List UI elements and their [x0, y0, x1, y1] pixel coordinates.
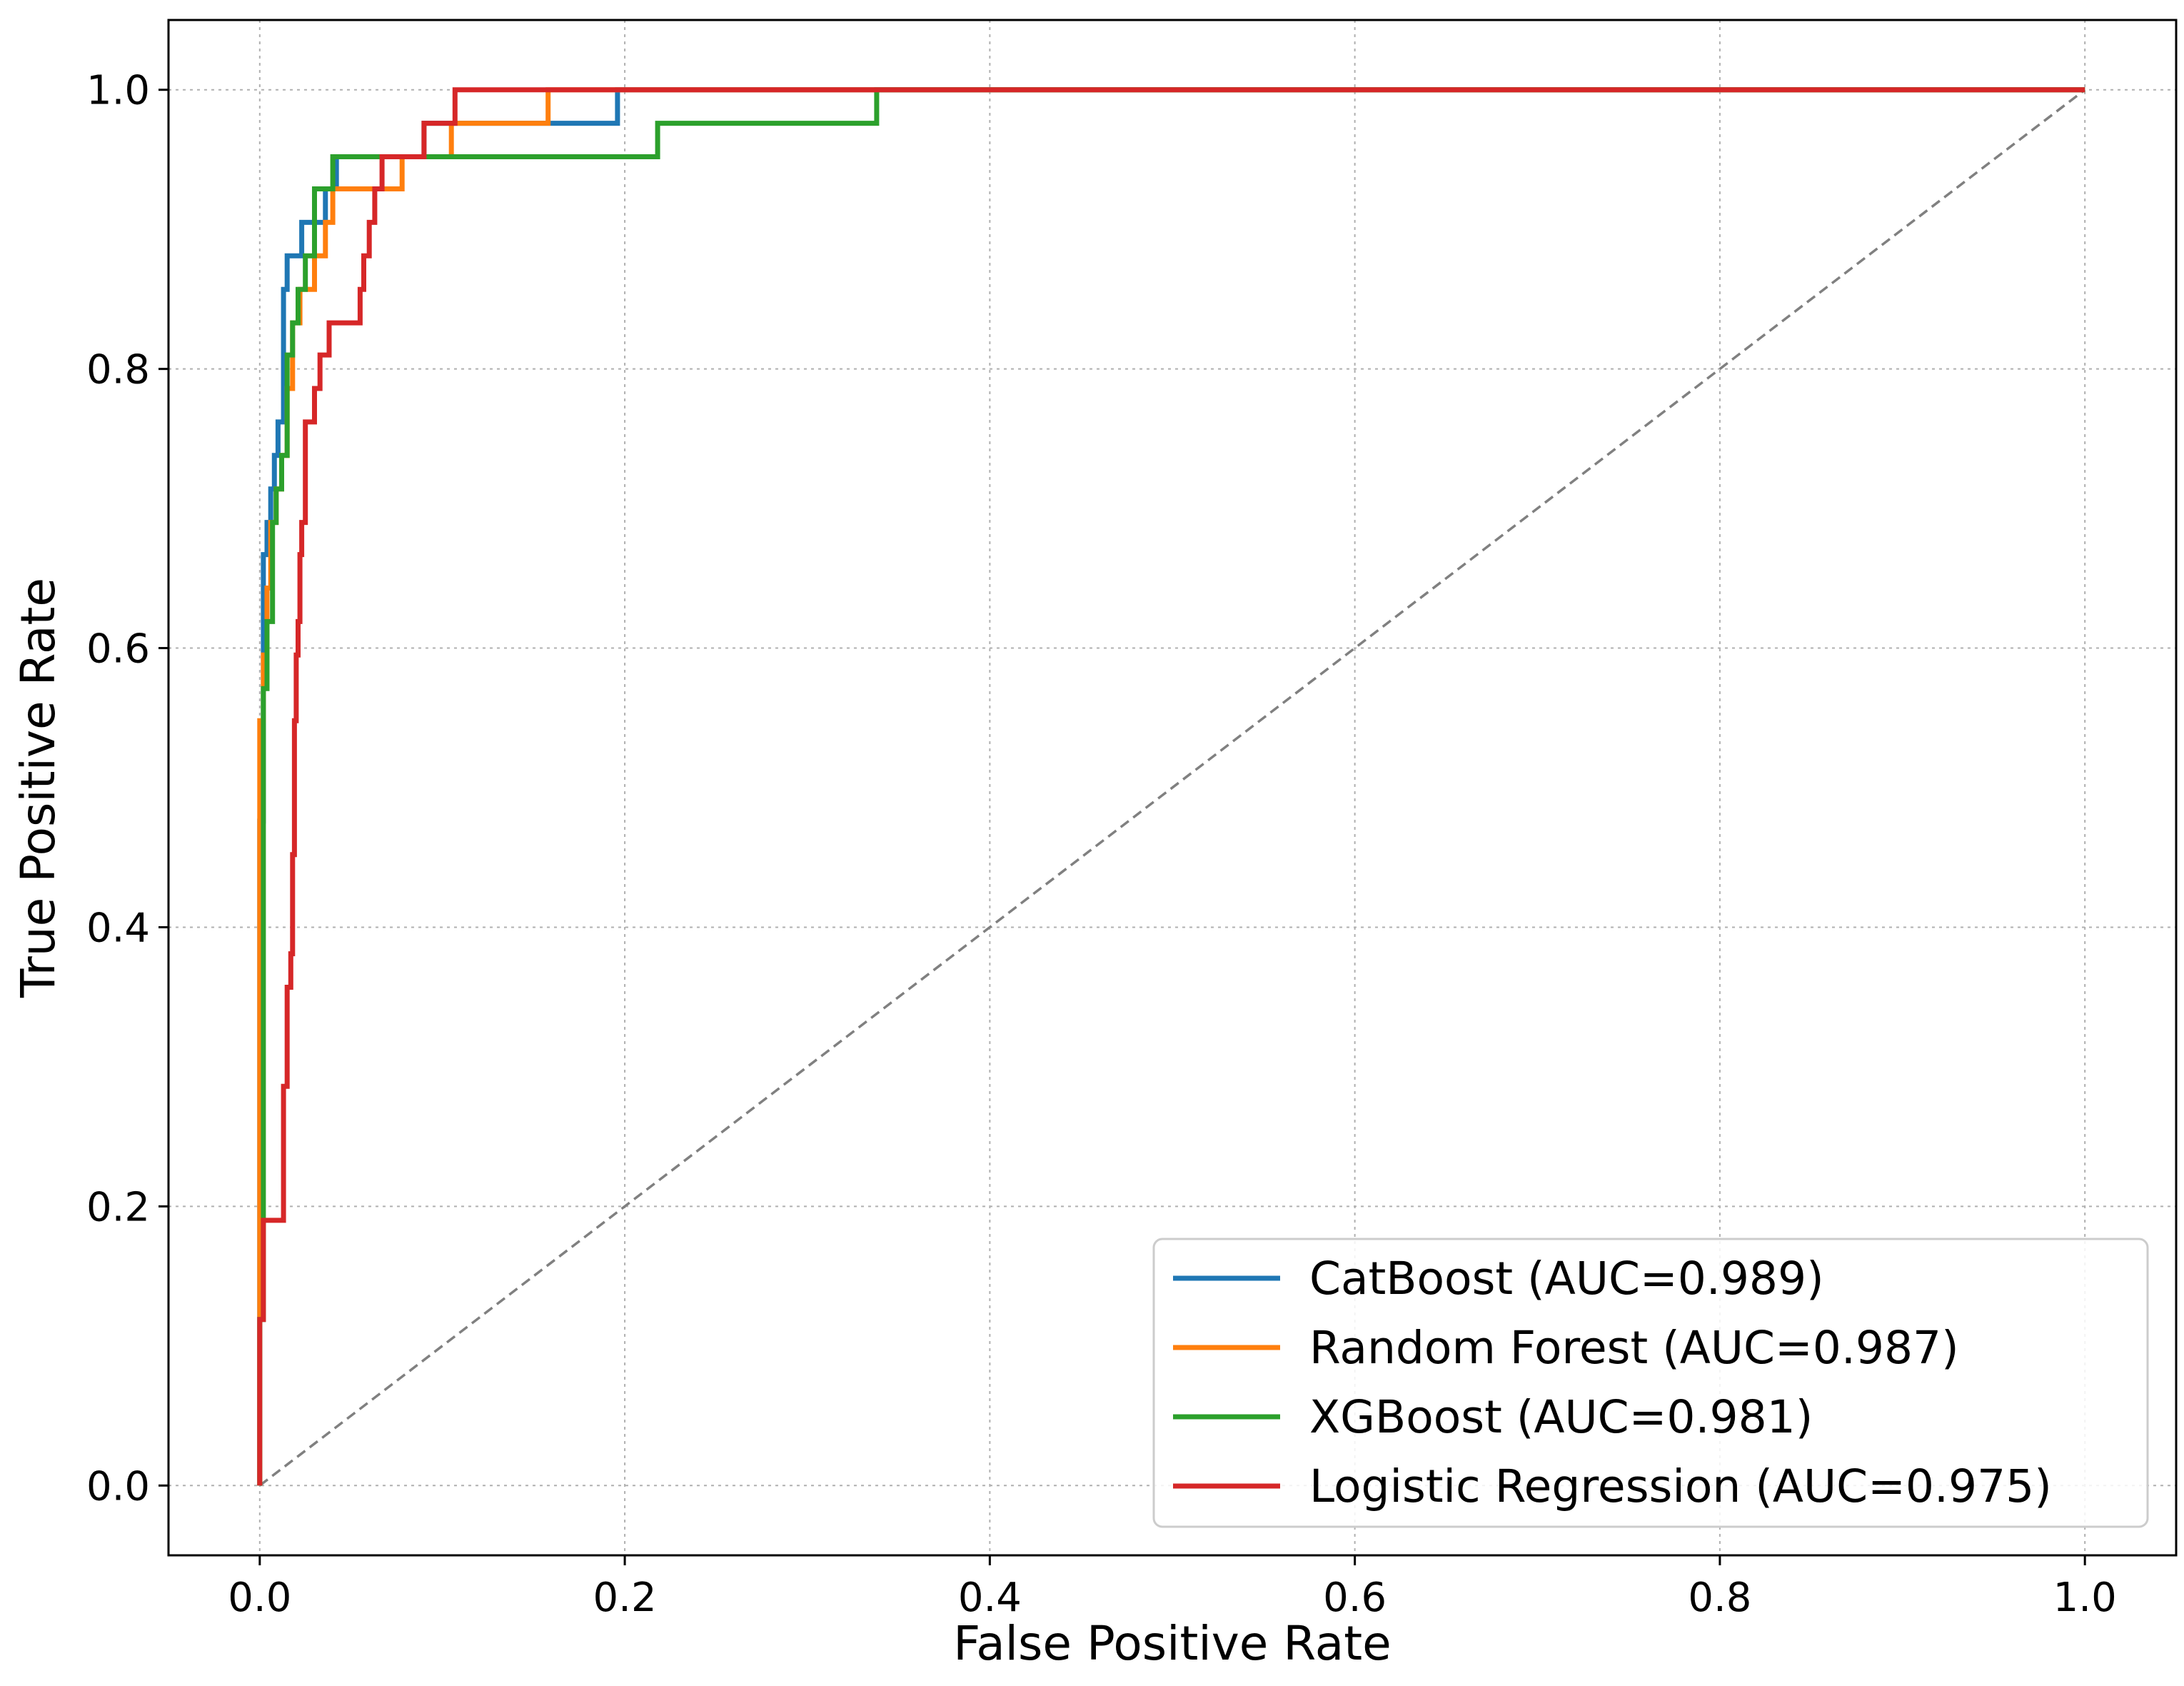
x-tick-label: 0.6 [1323, 1575, 1387, 1621]
chance-reference-line [258, 89, 2086, 1487]
axis-ticks: 0.0 0.2 0.4 0.6 0.8 1.0 0.0 0.2 0.4 0.6 0.8 1.0 [86, 68, 2117, 1621]
series-layer [257, 87, 2085, 1486]
y-tick-label: 0.2 [86, 1184, 150, 1230]
roc-curve-xgboost [257, 87, 2085, 1486]
y-axis-label: True Positive Rate [11, 578, 66, 998]
y-tick-label: 0.4 [86, 905, 150, 951]
x-tick-label: 0.0 [228, 1575, 291, 1621]
x-tick-label: 0.2 [593, 1575, 657, 1621]
legend-label-catboost: CatBoost (AUC=0.989) [1309, 1253, 1824, 1305]
x-tick-label: 0.8 [1688, 1575, 1751, 1621]
legend-box [1152, 1238, 2149, 1528]
reference-layer [258, 89, 2086, 1487]
legend-label-logistic-regression: Logistic Regression (AUC=0.975) [1309, 1460, 2052, 1512]
roc-curve-logistic-regression [257, 87, 2085, 1486]
y-tick-label: 0.8 [86, 347, 150, 393]
y-tick-label: 0.0 [86, 1463, 150, 1510]
x-tick-label: 1.0 [2053, 1575, 2117, 1621]
legend-items: CatBoost (AUC=0.989) Random Forest (AUC=0… [1173, 1253, 2052, 1512]
y-tick-label: 0.6 [86, 626, 150, 673]
legend-label-xgboost: XGBoost (AUC=0.981) [1309, 1391, 1813, 1443]
x-tick-label: 0.4 [958, 1575, 1022, 1621]
x-axis-label: False Positive Rate [953, 1616, 1391, 1671]
y-tick-label: 1.0 [86, 68, 150, 114]
legend-label-random-forest: Random Forest (AUC=0.987) [1309, 1322, 1959, 1374]
legend: CatBoost (AUC=0.989) Random Forest (AUC=0… [1152, 1238, 2149, 1528]
plot-frame [167, 19, 2178, 1557]
